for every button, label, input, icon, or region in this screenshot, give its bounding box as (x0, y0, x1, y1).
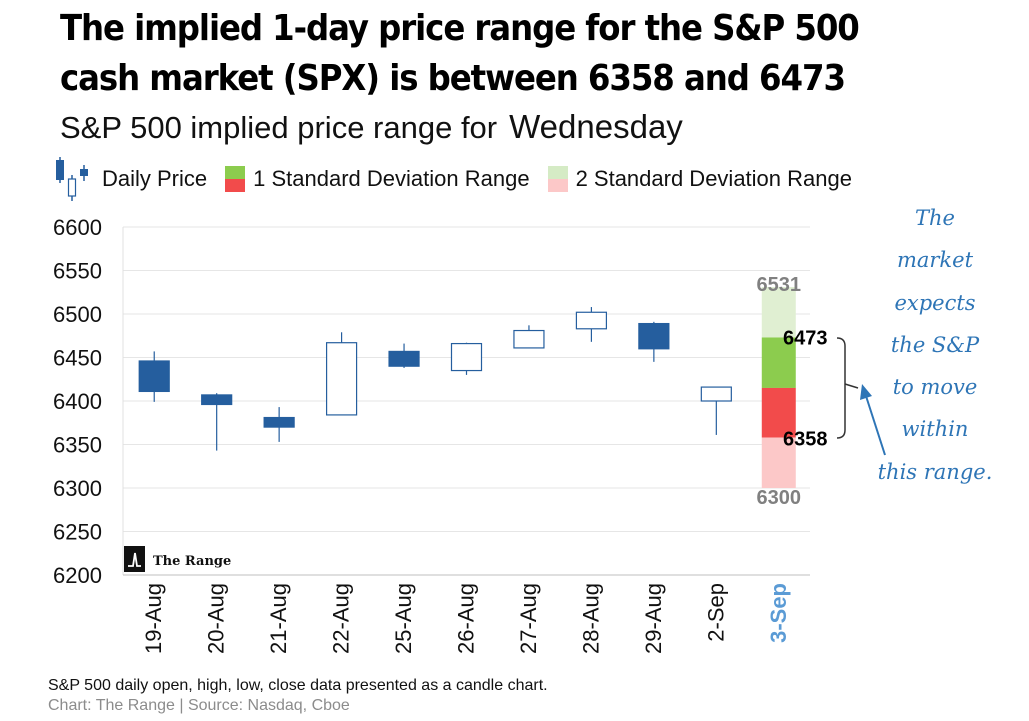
y-axis: 6600 6550 6500 6450 6400 6350 6300 6250 6200 (53, 215, 102, 588)
chart-subtitle: S&P 500 implied price range for Wednesday (60, 108, 683, 146)
x-tick-label: 25-Aug (391, 583, 416, 654)
one-sd-swatch (225, 166, 246, 192)
x-tick-label: 19-Aug (141, 583, 166, 654)
one-sd-high-label: 6473 (783, 327, 828, 349)
y-tick-label: 6250 (53, 520, 102, 545)
one-sd-upper-band (761, 337, 796, 388)
candle (263, 407, 295, 442)
watermark-text: The Range (153, 554, 231, 569)
candle (138, 351, 170, 402)
candlestick-icon (56, 157, 88, 201)
annotation-line: market (896, 248, 974, 273)
x-tick-label: 26-Aug (454, 583, 479, 654)
annotation-line: expects (894, 290, 976, 315)
two-sd-high-label: 6531 (757, 274, 802, 296)
forecast-range: 6531 6300 6473 6358 (757, 274, 828, 509)
candle-body-up (575, 311, 608, 330)
candle (513, 325, 545, 349)
candle (201, 393, 233, 451)
two-sd-low-label: 6300 (757, 487, 802, 509)
y-tick-label: 6200 (53, 563, 102, 588)
x-tick-label: 20-Aug (204, 583, 229, 654)
annotation-line: to move (892, 375, 978, 400)
candle-body-up (700, 386, 732, 402)
legend-daily-price: Daily Price (54, 157, 207, 201)
one-sd-lower-band (761, 387, 796, 438)
legend-daily-price-label: Daily Price (102, 166, 208, 191)
candle-body-down (388, 350, 420, 367)
candle (700, 386, 732, 435)
legend-two-sd-label: 2 Standard Deviation Range (575, 166, 852, 191)
candle-body-up (450, 342, 483, 372)
annotation-line: the S&P (890, 332, 980, 357)
x-tick-label: 29-Aug (641, 583, 666, 654)
watermark-logo: The Range (124, 546, 231, 572)
candle-body-down (201, 394, 233, 406)
range-bracket (836, 337, 859, 439)
candle-body-up (513, 329, 545, 349)
x-tick-label: 3-Sep (766, 583, 791, 643)
y-tick-label: 6450 (53, 346, 102, 371)
y-tick-label: 6300 (53, 476, 102, 501)
y-tick-label: 6550 (53, 259, 102, 284)
subtitle-day: Wednesday (509, 108, 683, 145)
candles (138, 307, 732, 451)
legend-one-sd: 1 Standard Deviation Range (225, 166, 530, 192)
candle-body-up (325, 342, 358, 416)
x-tick-label: 2-Sep (703, 583, 728, 642)
x-axis: 19-Aug 20-Aug 21-Aug 22-Aug 25-Aug 26-Aug 27-A… (141, 583, 791, 654)
candle (325, 332, 358, 416)
annotation-line: within (901, 417, 969, 442)
chart-legend: Daily Price 1 Standard Deviation Range 2… (54, 157, 870, 201)
candle (388, 343, 420, 368)
x-tick-label: 28-Aug (578, 583, 603, 654)
two-sd-swatch (547, 166, 568, 192)
candle-body-down (638, 322, 670, 350)
annotation-arrow (860, 384, 886, 456)
candle (575, 307, 608, 342)
footnote: S&P 500 daily open, high, low, close dat… (48, 677, 548, 694)
one-sd-low-label: 6358 (783, 429, 828, 451)
candle-body-down (138, 360, 170, 393)
legend-two-sd: 2 Standard Deviation Range (547, 166, 852, 192)
x-tick-label: 22-Aug (329, 583, 354, 654)
source-note: Chart: The Range | Source: Nasdaq, Cboe (48, 697, 350, 714)
x-tick-label: 27-Aug (516, 583, 541, 654)
annotation-text: The market expects the S&P to move withi… (850, 197, 1020, 493)
subtitle-text: S&P 500 implied price range for (60, 110, 498, 145)
two-sd-lower-band (761, 437, 796, 488)
candle (450, 342, 483, 375)
y-tick-label: 6600 (53, 215, 102, 240)
x-tick-label: 21-Aug (266, 583, 291, 654)
y-tick-label: 6350 (53, 433, 102, 458)
chart-title: The implied 1-day price range for the S&… (60, 8, 860, 99)
legend-one-sd-label: 1 Standard Deviation Range (253, 166, 530, 191)
y-tick-label: 6500 (53, 302, 102, 327)
candle (638, 321, 670, 362)
two-sd-upper-band (761, 287, 796, 338)
y-tick-label: 6400 (53, 389, 102, 414)
annotation-line: The (915, 206, 955, 230)
annotation-line: this range. (877, 459, 993, 484)
candle-body-down (263, 416, 295, 428)
